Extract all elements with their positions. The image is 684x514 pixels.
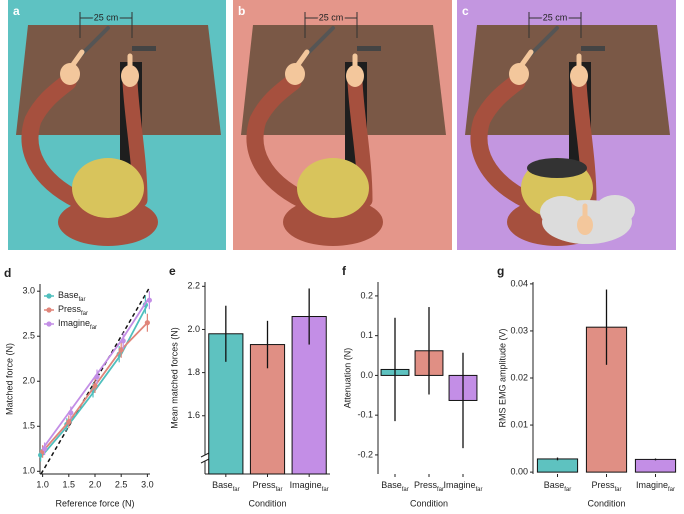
axis-break (200, 458, 210, 464)
panel-label: b (238, 4, 245, 18)
point (94, 374, 100, 380)
illustration-a: a 25 cm (8, 0, 226, 250)
point (118, 347, 124, 353)
legend-label-sub: far (81, 311, 88, 317)
y-axis-label: Mean matched forces (N) (169, 327, 179, 429)
x-tick-label-sub: far (437, 487, 444, 493)
legend-label: Pressfar (58, 304, 88, 316)
point (92, 383, 98, 389)
panel-label: g (497, 264, 504, 278)
point (66, 419, 72, 425)
x-tick-label-sub: far (402, 487, 409, 493)
y-tick-label: 0.00 (510, 466, 528, 476)
distance-label: 25 cm (543, 12, 568, 22)
x-tick-label-sub: far (564, 487, 571, 493)
x-tick-label-sub: far (276, 487, 283, 493)
y-axis-label: Attenuation (N) (342, 348, 352, 409)
bar (634, 458, 677, 473)
y-tick-label: -0.1 (357, 410, 373, 420)
y-tick-label: 0.02 (510, 372, 528, 382)
x-tick-label: 1.5 (63, 479, 76, 489)
legend-label: Basefar (58, 290, 86, 302)
bar (536, 458, 579, 473)
x-axis-label: Condition (410, 498, 448, 508)
legend-label-main: Press (58, 304, 82, 314)
x-tick-label-main: Imagine (443, 480, 475, 490)
y-tick-label: 0.0 (360, 370, 373, 380)
legend-marker (46, 321, 52, 327)
y-tick-label: 1.0 (22, 466, 35, 476)
point (146, 297, 152, 303)
x-tick-label: 3.0 (141, 479, 154, 489)
x-tick-label-main: Press (252, 480, 276, 490)
illustration-c: c 25 cm (457, 0, 676, 250)
y-tick-label: 1.8 (187, 367, 200, 377)
panel-label: f (342, 264, 347, 278)
legend-label-main: Imagine (58, 318, 90, 328)
point (120, 338, 126, 344)
legend-label-main: Base (58, 290, 79, 300)
y-tick-label: 0.1 (360, 330, 373, 340)
y-tick-label: 2.0 (187, 324, 200, 334)
x-tick-label-main: Press (414, 480, 438, 490)
x-tick-label: Pressfar (414, 480, 444, 492)
x-axis-label: Condition (587, 498, 625, 508)
x-tick-label: 1.0 (36, 479, 49, 489)
x-tick-label: Pressfar (252, 480, 282, 492)
panel-label: d (4, 266, 11, 280)
distance-label: 25 cm (319, 12, 344, 22)
legend-label: Imaginefar (58, 318, 97, 330)
x-axis-label: Condition (248, 498, 286, 508)
y-tick-label: 2.2 (187, 281, 200, 291)
x-tick-label-sub: far (322, 487, 329, 493)
y-tick-label: 0.04 (510, 278, 528, 288)
axis-break (200, 452, 210, 458)
x-tick-label-main: Press (591, 480, 615, 490)
x-tick-label-sub: far (668, 487, 675, 493)
legend-marker (46, 293, 52, 299)
panel-label: a (13, 4, 20, 18)
x-tick-label: Imaginefar (290, 480, 329, 492)
y-tick-label: -0.2 (357, 449, 373, 459)
y-tick-label: 2.5 (22, 331, 35, 341)
legend-label-sub: far (79, 297, 86, 303)
panel-label: c (462, 4, 469, 18)
x-tick-label: 2.5 (115, 479, 128, 489)
x-tick-label-main: Base (212, 480, 233, 490)
x-tick-label-sub: far (615, 487, 622, 493)
y-axis-label: Matched force (N) (4, 343, 14, 415)
point (42, 446, 48, 452)
panel-label: e (169, 264, 176, 278)
x-tick-label-sub: far (233, 487, 240, 493)
x-tick-label: Basefar (212, 480, 240, 492)
x-tick-label-main: Imagine (636, 480, 668, 490)
x-tick-label: Pressfar (591, 480, 621, 492)
x-axis-label: Reference force (N) (55, 498, 134, 508)
y-axis-label: RMS EMG amplitude (V) (497, 328, 507, 427)
y-tick-label: 0.01 (510, 419, 528, 429)
y-tick-label: 0.2 (360, 290, 373, 300)
x-tick-label-main: Imagine (290, 480, 322, 490)
y-tick-label: 0.03 (510, 325, 528, 335)
legend-marker (46, 307, 52, 313)
point (68, 410, 74, 416)
point (144, 320, 150, 326)
x-tick-label: Imaginefar (636, 480, 675, 492)
x-tick-label-sub: far (476, 487, 483, 493)
legend-label-sub: far (90, 325, 97, 331)
y-tick-label: 1.6 (187, 410, 200, 420)
y-tick-label: 1.5 (22, 421, 35, 431)
x-tick-label: Basefar (544, 480, 572, 492)
x-tick-label: 2.0 (89, 479, 102, 489)
x-tick-label-main: Base (544, 480, 565, 490)
x-tick-label: Basefar (381, 480, 409, 492)
distance-label: 25 cm (94, 12, 119, 22)
x-tick-label-main: Base (381, 480, 402, 490)
illustration-b: b 25 cm (233, 0, 452, 250)
y-tick-label: 3.0 (22, 286, 35, 296)
y-tick-label: 2.0 (22, 376, 35, 386)
x-tick-label: Imaginefar (443, 480, 482, 492)
axis-break-gap (201, 455, 209, 461)
